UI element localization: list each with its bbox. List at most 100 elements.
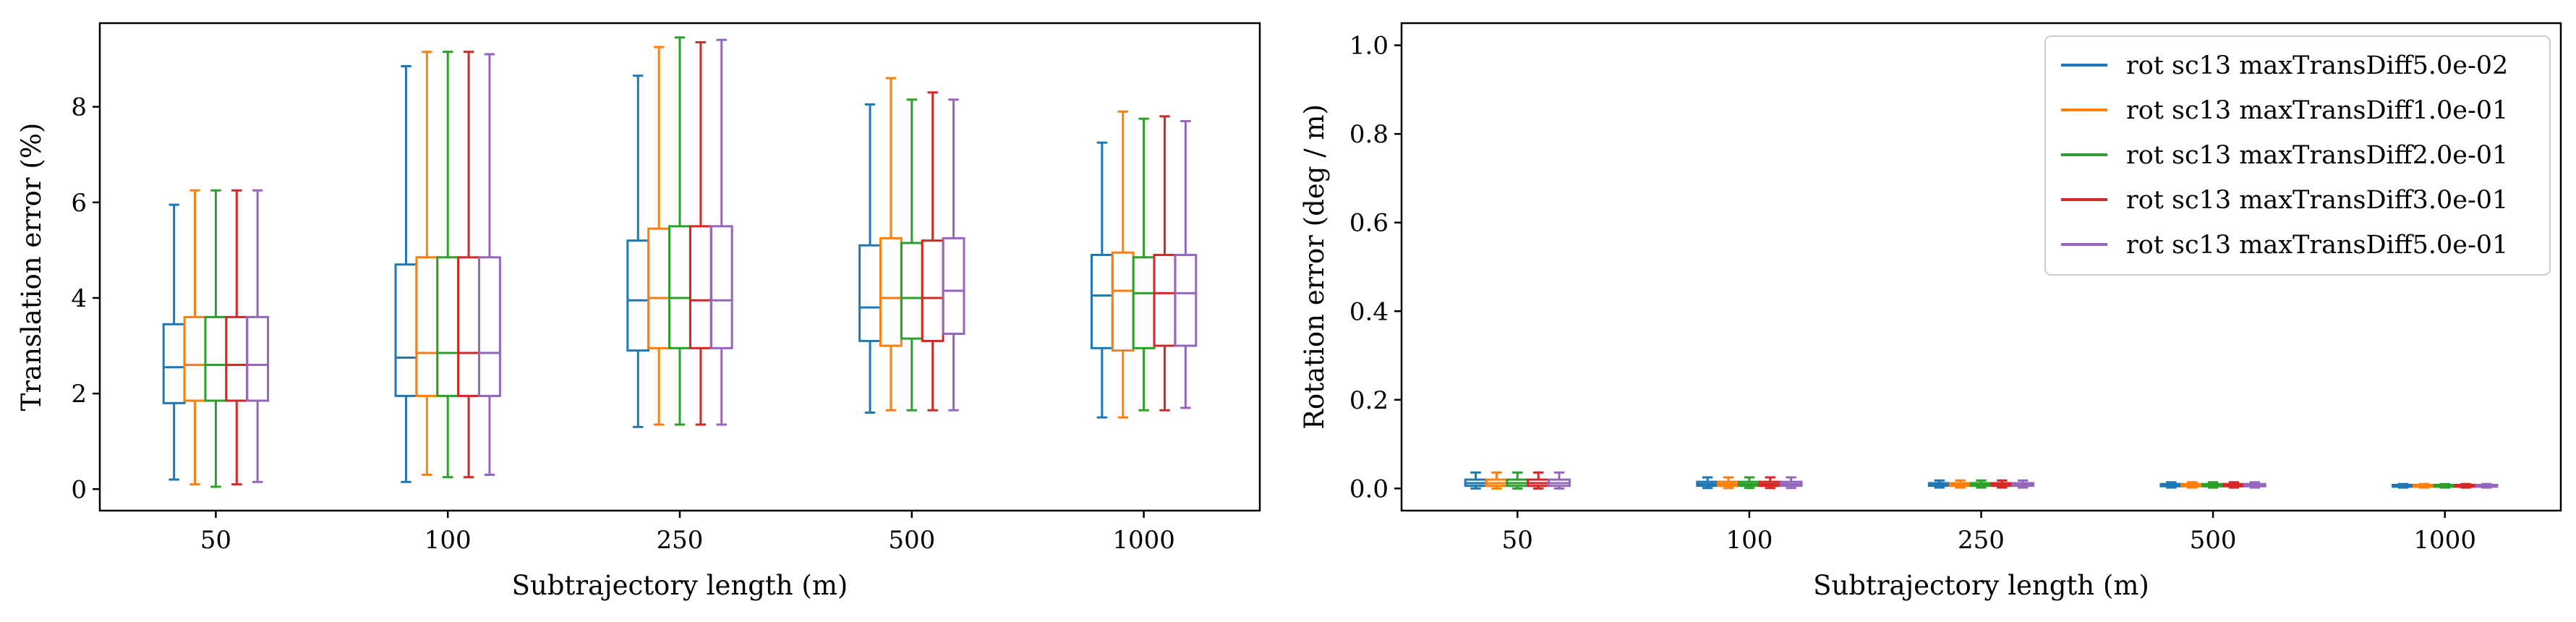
box-plot xyxy=(2201,481,2225,489)
y-tick-label: 4 xyxy=(71,284,87,313)
box-plot xyxy=(1969,479,1993,489)
x-tick-label: 500 xyxy=(2190,526,2237,555)
box-plot xyxy=(858,103,882,414)
box-plot xyxy=(879,77,903,412)
box-plot xyxy=(2475,482,2499,489)
x-tick-label: 250 xyxy=(1958,526,2005,555)
box-plot xyxy=(2222,481,2246,489)
legend-label: rot sc13 maxTransDiff5.0e-01 xyxy=(2126,231,2508,260)
box-plot xyxy=(900,98,924,412)
box xyxy=(436,256,460,397)
rotation-series-5 xyxy=(1548,471,2499,490)
legend-label: rot sc13 maxTransDiff2.0e-01 xyxy=(2126,141,2508,170)
box-plot xyxy=(2392,482,2415,489)
box-plot xyxy=(2243,481,2266,489)
y-tick-label: 2 xyxy=(71,380,87,409)
legend-entry: rot sc13 maxTransDiff5.0e-02 xyxy=(2061,51,2508,80)
box-plot xyxy=(1485,471,1509,490)
rotation-axis-ticks: 0.0 0.2 0.4 0.6 0.8 1.0 50 100 250 500 1000 xyxy=(1349,32,2476,555)
box-plot xyxy=(1990,479,2014,489)
translation-box-marks xyxy=(162,36,1198,488)
box xyxy=(1090,253,1114,349)
box-plot xyxy=(2011,479,2035,489)
box xyxy=(626,239,650,352)
box-plot xyxy=(921,91,944,412)
box-plot xyxy=(1174,119,1198,409)
y-tick-label: 0 xyxy=(71,475,87,504)
box-plot xyxy=(1696,476,1720,490)
translation-axis-ticks: 0 2 4 6 8 50 100 250 500 1000 xyxy=(71,93,1175,555)
y-tick-label: 1.0 xyxy=(1349,32,1389,61)
y-tick-label: 0.4 xyxy=(1349,297,1389,326)
box xyxy=(415,256,439,397)
box xyxy=(225,315,249,402)
y-tick-label: 8 xyxy=(71,93,87,122)
box-plot xyxy=(1090,141,1114,419)
box xyxy=(900,242,924,340)
box-plot xyxy=(1527,471,1551,490)
legend: rot sc13 maxTransDiff5.0e-02 rot sc13 max… xyxy=(2044,35,2551,276)
rotation-series-4 xyxy=(1527,471,2478,490)
box-plot xyxy=(647,46,671,426)
legend-entry: rot sc13 maxTransDiff3.0e-01 xyxy=(2061,186,2508,215)
x-tick-label: 500 xyxy=(888,526,935,555)
box-plot xyxy=(1758,476,1782,490)
rotation-box-marks xyxy=(1464,471,2499,490)
translation-axes-frame xyxy=(98,22,1261,512)
y-tick-label: 6 xyxy=(71,189,87,218)
legend-label: rot sc13 maxTransDiff5.0e-02 xyxy=(2126,51,2508,80)
box xyxy=(942,237,965,336)
box xyxy=(478,256,501,397)
box-plot xyxy=(2433,482,2457,489)
rotation-series-2 xyxy=(1485,471,2436,490)
box-plot xyxy=(2454,482,2478,489)
box-plot xyxy=(1153,115,1177,412)
box xyxy=(246,315,270,402)
box xyxy=(921,239,944,342)
box-plot xyxy=(709,38,733,426)
legend-entry: rot sc13 maxTransDiff1.0e-01 xyxy=(2061,96,2508,125)
translation-x-axis-label: Subtrajectory length (m) xyxy=(512,570,848,601)
box-plot xyxy=(1132,117,1156,412)
box xyxy=(183,315,207,402)
x-tick-label: 50 xyxy=(1502,526,1533,555)
box-plot xyxy=(1464,471,1488,490)
box-plot xyxy=(225,189,249,486)
box xyxy=(647,227,671,349)
box-plot xyxy=(162,203,186,481)
box-plot xyxy=(246,189,270,483)
legend-entry: rot sc13 maxTransDiff2.0e-01 xyxy=(2061,141,2508,170)
box xyxy=(709,225,733,349)
box-plot xyxy=(1111,110,1135,419)
box xyxy=(858,244,882,342)
legend-entry: rot sc13 maxTransDiff5.0e-01 xyxy=(2061,231,2508,260)
box xyxy=(1153,253,1177,347)
y-tick-label: 0.2 xyxy=(1349,386,1389,415)
box xyxy=(688,225,712,349)
box xyxy=(162,323,186,404)
box xyxy=(1132,256,1156,349)
y-tick-label: 0.6 xyxy=(1349,209,1389,238)
box-plot xyxy=(183,189,207,486)
y-tick-label: 0.0 xyxy=(1349,474,1389,503)
box-plot xyxy=(204,189,228,488)
translation-series-3 xyxy=(204,36,1156,488)
box-plot xyxy=(1737,476,1761,490)
box xyxy=(879,237,903,347)
box-plot xyxy=(626,74,650,428)
box xyxy=(1111,251,1135,352)
legend-box xyxy=(2044,35,2551,276)
rotation-y-axis-label: Rotation error (deg / m) xyxy=(1299,104,1330,430)
translation-series-5 xyxy=(246,38,1198,483)
box-plot xyxy=(457,51,481,479)
x-tick-label: 50 xyxy=(200,526,231,555)
x-tick-label: 1000 xyxy=(2413,526,2476,555)
rotation-x-axis-label: Subtrajectory length (m) xyxy=(1813,570,2149,601)
x-tick-label: 250 xyxy=(657,526,704,555)
box-plot xyxy=(2180,481,2204,489)
box-plot xyxy=(1548,471,1571,490)
box-plot xyxy=(415,51,439,476)
box xyxy=(204,315,228,402)
y-tick-label: 0.8 xyxy=(1349,120,1389,149)
